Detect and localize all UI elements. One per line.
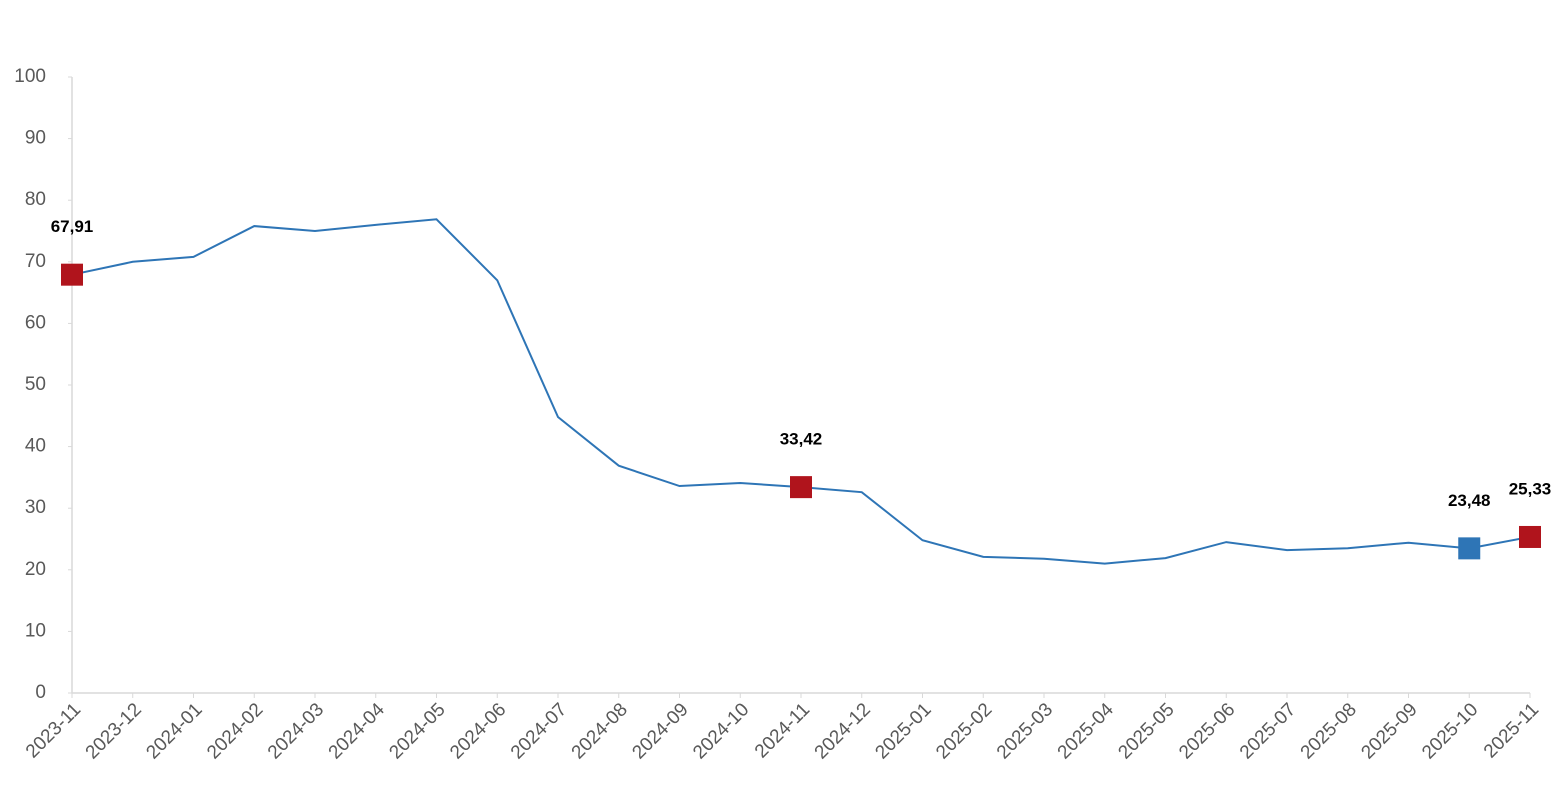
data-line xyxy=(71,218,1531,565)
value-label: 25,33 xyxy=(1509,479,1552,498)
y-tick-label: 30 xyxy=(25,497,46,518)
x-tick-label: 2024-07 xyxy=(507,699,571,763)
x-tick-label: 2025-01 xyxy=(871,699,935,763)
value-label: 23,48 xyxy=(1448,491,1491,510)
x-tick-label: 2025-03 xyxy=(993,699,1057,763)
y-tick-label: 20 xyxy=(25,559,46,580)
x-tick-label: 2024-09 xyxy=(628,699,692,763)
x-tick-label: 2025-05 xyxy=(1114,699,1178,763)
x-tick-label: 2024-12 xyxy=(811,699,875,763)
x-tick-label: 2025-11 xyxy=(1480,699,1543,762)
x-tick-label: 2024-02 xyxy=(203,699,267,763)
y-tick-label: 50 xyxy=(25,374,46,395)
x-tick-label: 2024-06 xyxy=(446,699,510,763)
y-tick-label: 40 xyxy=(25,436,46,457)
y-tick-label: 70 xyxy=(25,251,46,272)
y-tick-label: 90 xyxy=(25,128,46,149)
x-tick-label: 2024-04 xyxy=(325,699,389,763)
x-tick-label: 2024-08 xyxy=(568,699,632,763)
x-tick-label: 2024-05 xyxy=(385,699,449,763)
x-tick-label: 2024-10 xyxy=(689,699,753,763)
y-tick-label: 0 xyxy=(35,682,46,703)
value-label: 33,42 xyxy=(780,430,823,449)
x-tick-label: 2024-01 xyxy=(142,699,206,763)
marker xyxy=(1519,525,1541,548)
x-tick-label: 2025-04 xyxy=(1054,699,1118,763)
marker xyxy=(61,263,83,286)
marker xyxy=(1458,537,1481,560)
x-tick-label: 2024-03 xyxy=(264,699,328,763)
x-tick-label: 2023-12 xyxy=(82,699,146,763)
x-tick-label: 2025-07 xyxy=(1236,699,1300,763)
x-tick-label: 2025-08 xyxy=(1297,699,1361,763)
x-tick-label: 2025-10 xyxy=(1418,699,1482,763)
x-tick-label: 2025-02 xyxy=(932,699,996,763)
y-tick-label: 100 xyxy=(14,66,46,87)
y-tick-label: 60 xyxy=(25,312,46,333)
value-label: 67,91 xyxy=(51,217,94,236)
y-tick-label: 80 xyxy=(25,189,46,210)
x-tick-label: 2023-11 xyxy=(22,699,85,762)
x-tick-label: 2025-06 xyxy=(1175,699,1239,763)
marker xyxy=(790,476,812,499)
x-tick-label: 2024-11 xyxy=(751,699,814,762)
y-tick-label: 10 xyxy=(25,620,46,641)
x-tick-label: 2025-09 xyxy=(1357,699,1421,763)
